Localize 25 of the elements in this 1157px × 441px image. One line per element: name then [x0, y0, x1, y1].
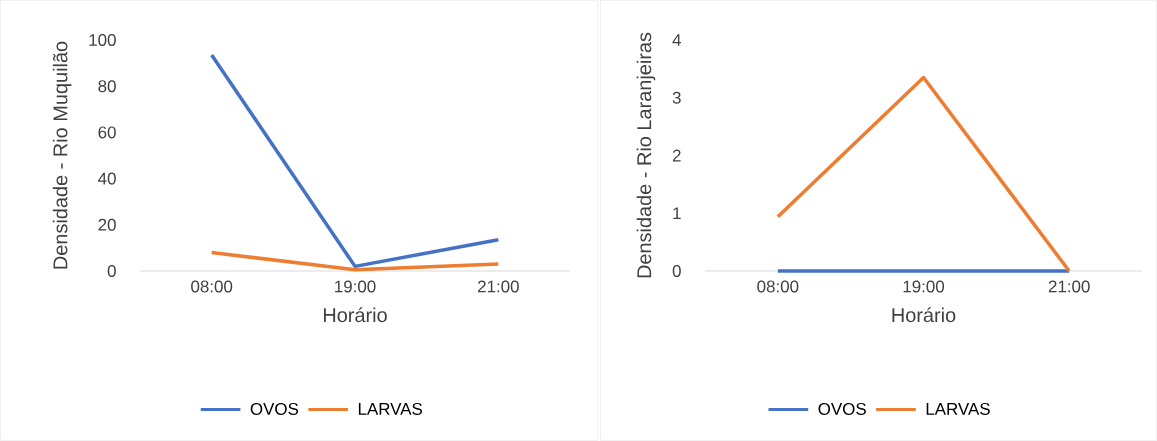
x-tick-label: 21:00: [478, 280, 519, 293]
legend-label: OVOS: [818, 402, 866, 415]
x-axis-title: Horário: [323, 307, 387, 323]
y-tick-label: 2: [672, 149, 681, 162]
x-tick-label: 19:00: [335, 280, 376, 293]
y-tick-label: 0: [672, 264, 681, 277]
y-tick-label: 100: [89, 33, 116, 46]
x-tick-label: 21:00: [1048, 280, 1090, 293]
y-tick-label: 60: [98, 126, 116, 139]
x-tick-label: 08:00: [757, 280, 799, 293]
y-tick-label: 80: [98, 80, 116, 93]
x-tick-label: 19:00: [903, 280, 945, 293]
x-tick-label: 08:00: [191, 280, 233, 293]
y-tick-label: 20: [98, 218, 116, 231]
legend-label: LARVAS: [926, 402, 990, 415]
y-tick-label: 1: [673, 207, 681, 220]
y-tick-label: 3: [672, 91, 681, 104]
legend-label: OVOS: [250, 402, 299, 415]
y-tick-label: 40: [98, 172, 116, 185]
y-axis-title: Densidade - Rio Muquilão: [52, 41, 72, 269]
y-axis-title: Densidade - Rio Laranjeiras: [636, 32, 656, 278]
x-axis-title: Horário: [892, 307, 956, 323]
legend-label: LARVAS: [358, 402, 423, 415]
y-tick-label: 4: [672, 34, 681, 46]
y-tick-label: 0: [107, 264, 116, 277]
